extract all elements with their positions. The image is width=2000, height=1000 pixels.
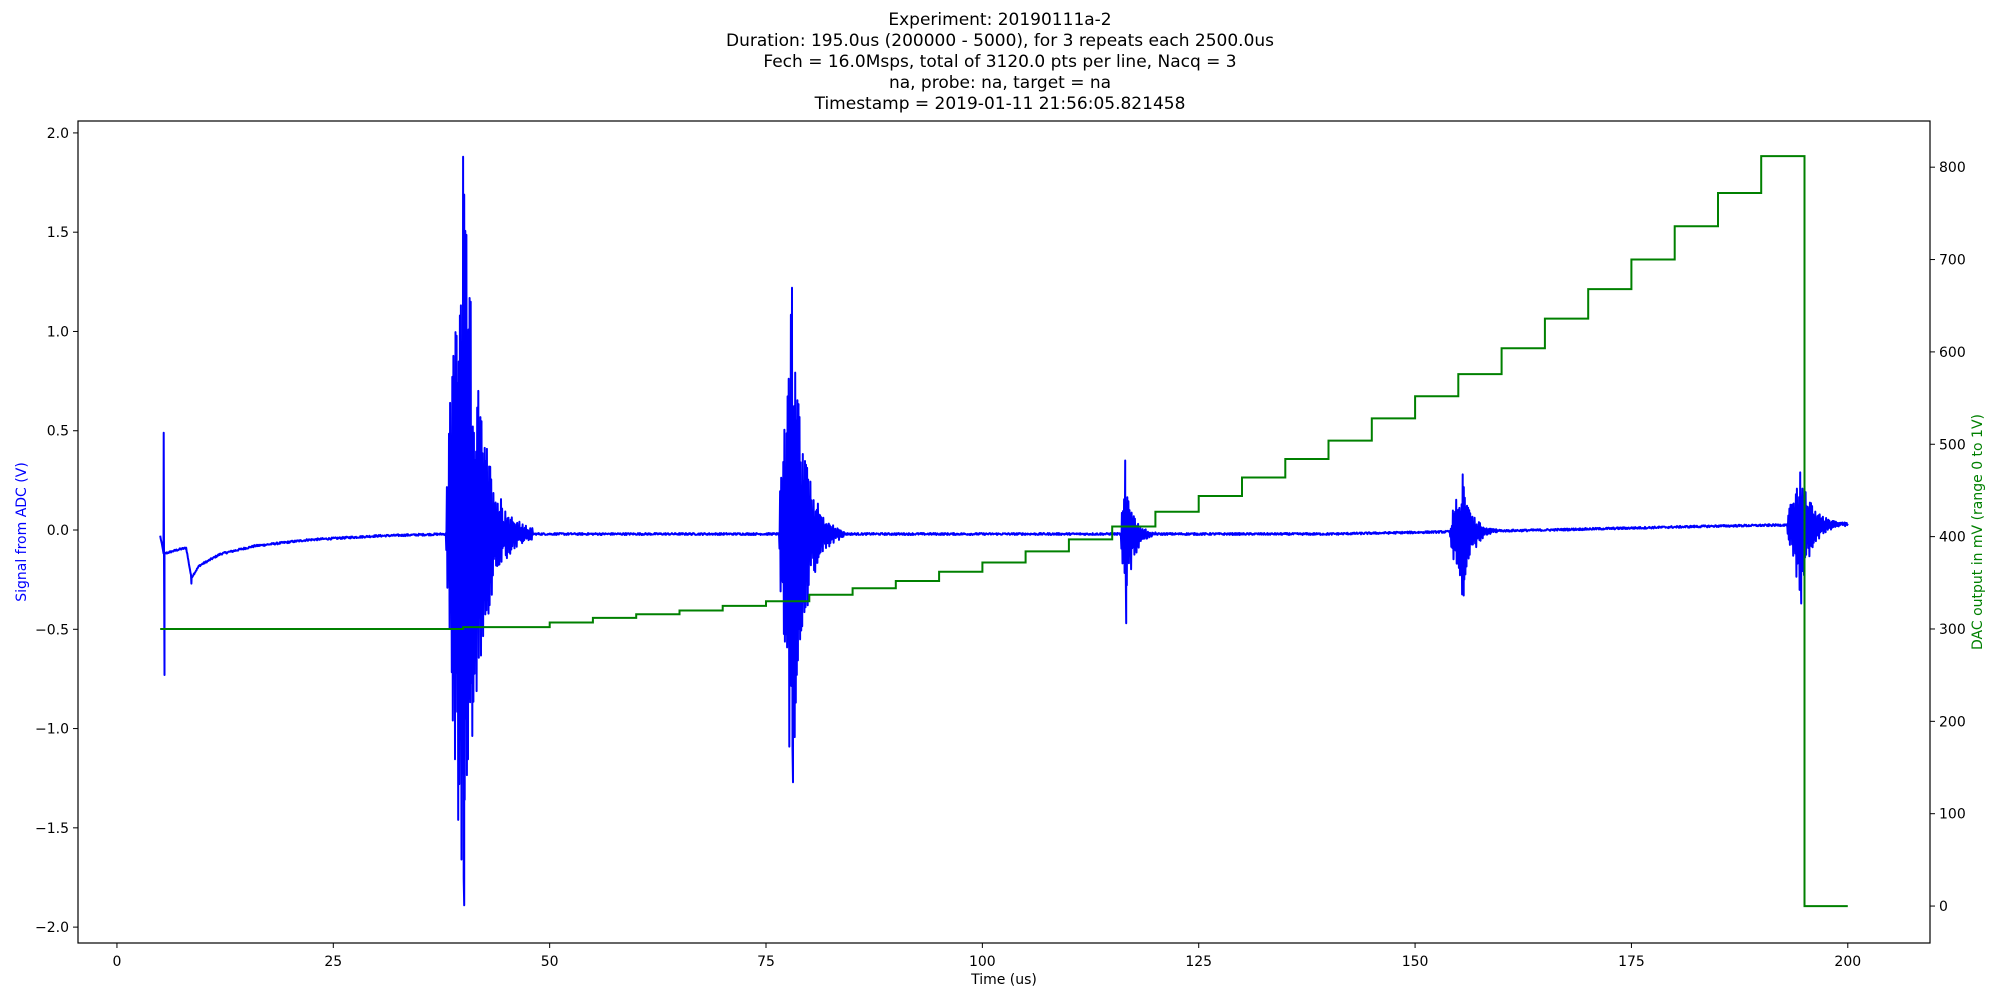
series-line-signal [159, 155, 1849, 907]
title-line-experiment: Experiment: 20190111a-2 [888, 10, 1112, 30]
title-line-duration: Duration: 195.0us (200000 - 5000), for 3… [725, 31, 1275, 51]
plot-frame [77, 120, 1931, 944]
y-left-tick-label: 2.0 [47, 126, 69, 142]
y-left-tick-label: 1.5 [47, 225, 69, 241]
x-tick-label: 50 [541, 954, 559, 970]
y-axis-right-label: DAC output in mV (range 0 to 1V) [1970, 414, 1986, 650]
y-right-tick-label: 200 [1939, 714, 1966, 730]
y-axis-left-label: Signal from ADC (V) [14, 462, 30, 602]
y-right-tick-label: 100 [1939, 807, 1966, 823]
x-tick-label: 25 [324, 954, 342, 970]
title-line-probe: na, probe: na, target = na [888, 73, 1112, 93]
x-tick-label: 200 [1834, 954, 1861, 970]
y-left-tick-label: 1.0 [47, 324, 69, 340]
y-left-tick-label: −2.0 [35, 920, 69, 936]
y-right-tick-label: 500 [1939, 437, 1966, 453]
y-left-tick-label: −1.0 [35, 722, 69, 738]
x-tick-label: 100 [969, 954, 996, 970]
chart-title: Experiment: 20190111a-2 Duration: 195.0u… [0, 10, 2000, 115]
y-right-tick-label: 400 [1939, 530, 1966, 546]
y-right-tick-label: 600 [1939, 345, 1966, 361]
x-tick-label: 175 [1618, 954, 1645, 970]
y-left-tick-label: 0.0 [47, 523, 69, 539]
ticks-layer: 0 25 50 75 100 125 150 175 200 −2.0 −1.5 −1.0 −0.5 0.… [35, 126, 1966, 970]
y-left-tick-label: 0.5 [47, 424, 69, 440]
y-right-tick-label: 0 [1939, 899, 1948, 915]
x-axis-label: Time (us) [970, 972, 1037, 988]
x-tick-label: 125 [1185, 954, 1212, 970]
plot-area [159, 155, 1849, 908]
x-tick-label: 0 [112, 954, 121, 970]
y-right-tick-label: 800 [1939, 160, 1966, 176]
y-left-tick-label: −1.5 [35, 821, 69, 837]
y-right-tick-label: 300 [1939, 622, 1966, 638]
y-left-tick-label: −0.5 [35, 622, 69, 638]
series-line-dac [160, 155, 1848, 908]
title-line-timestamp: Timestamp = 2019-01-11 21:56:05.821458 [814, 94, 1186, 114]
x-tick-label: 150 [1402, 954, 1429, 970]
y-right-tick-label: 700 [1939, 253, 1966, 269]
x-tick-label: 75 [757, 954, 775, 970]
title-line-sampling: Fech = 16.0Msps, total of 3120.0 pts per… [763, 52, 1237, 72]
